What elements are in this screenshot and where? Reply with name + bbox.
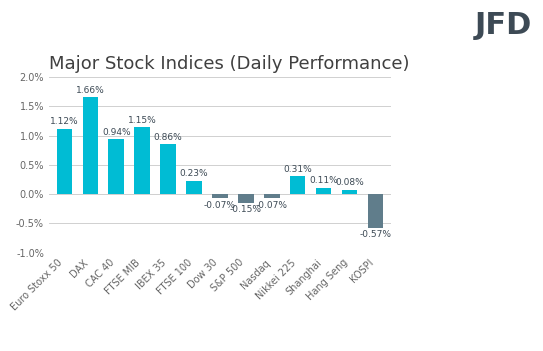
Text: 0.86%: 0.86% — [154, 133, 182, 141]
Text: 1.12%: 1.12% — [50, 117, 79, 126]
Bar — [109, 139, 124, 194]
Bar — [212, 194, 228, 198]
Bar — [83, 97, 98, 194]
Text: 0.94%: 0.94% — [102, 128, 130, 137]
Text: Major Stock Indices (Daily Performance): Major Stock Indices (Daily Performance) — [49, 55, 409, 73]
Text: -0.07%: -0.07% — [204, 201, 236, 210]
Bar — [290, 176, 305, 194]
Text: 0.08%: 0.08% — [335, 178, 364, 187]
Text: -0.57%: -0.57% — [359, 230, 392, 239]
Text: -0.15%: -0.15% — [230, 205, 262, 214]
Bar — [342, 190, 357, 194]
Text: 1.66%: 1.66% — [76, 86, 105, 95]
Bar — [160, 144, 176, 194]
Text: 0.31%: 0.31% — [283, 165, 312, 174]
Text: JFD: JFD — [475, 11, 532, 40]
Text: -0.07%: -0.07% — [256, 201, 288, 210]
Bar — [264, 194, 280, 198]
Bar — [238, 194, 254, 203]
Bar — [368, 194, 383, 227]
Bar — [56, 129, 72, 194]
Text: 0.11%: 0.11% — [309, 177, 338, 185]
Text: 1.15%: 1.15% — [128, 115, 156, 125]
Text: 0.23%: 0.23% — [180, 170, 209, 178]
Bar — [316, 188, 331, 194]
Bar — [134, 127, 150, 194]
Bar — [186, 181, 202, 194]
